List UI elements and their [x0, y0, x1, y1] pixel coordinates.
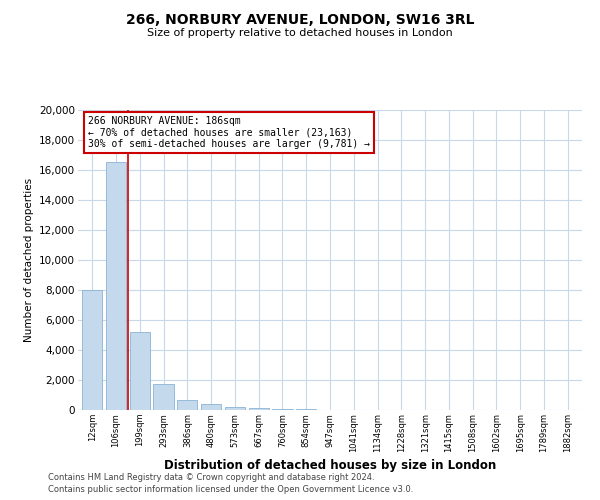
Bar [296, 409, 316, 410]
Text: Contains HM Land Registry data © Crown copyright and database right 2024.: Contains HM Land Registry data © Crown c… [48, 472, 374, 482]
Text: 266, NORBURY AVENUE, LONDON, SW16 3RL: 266, NORBURY AVENUE, LONDON, SW16 3RL [126, 12, 474, 26]
Text: Contains public sector information licensed under the Open Government Licence v3: Contains public sector information licen… [48, 485, 413, 494]
Bar [106, 162, 126, 410]
Bar [130, 332, 150, 410]
X-axis label: Distribution of detached houses by size in London: Distribution of detached houses by size … [164, 459, 496, 472]
Y-axis label: Number of detached properties: Number of detached properties [23, 178, 34, 342]
Text: 266 NORBURY AVENUE: 186sqm
← 70% of detached houses are smaller (23,163)
30% of : 266 NORBURY AVENUE: 186sqm ← 70% of deta… [88, 116, 370, 149]
Bar [177, 400, 197, 410]
Bar [82, 290, 103, 410]
Bar [225, 406, 245, 410]
Bar [201, 404, 221, 410]
Bar [272, 408, 293, 410]
Text: Size of property relative to detached houses in London: Size of property relative to detached ho… [147, 28, 453, 38]
Bar [248, 408, 269, 410]
Bar [154, 384, 173, 410]
